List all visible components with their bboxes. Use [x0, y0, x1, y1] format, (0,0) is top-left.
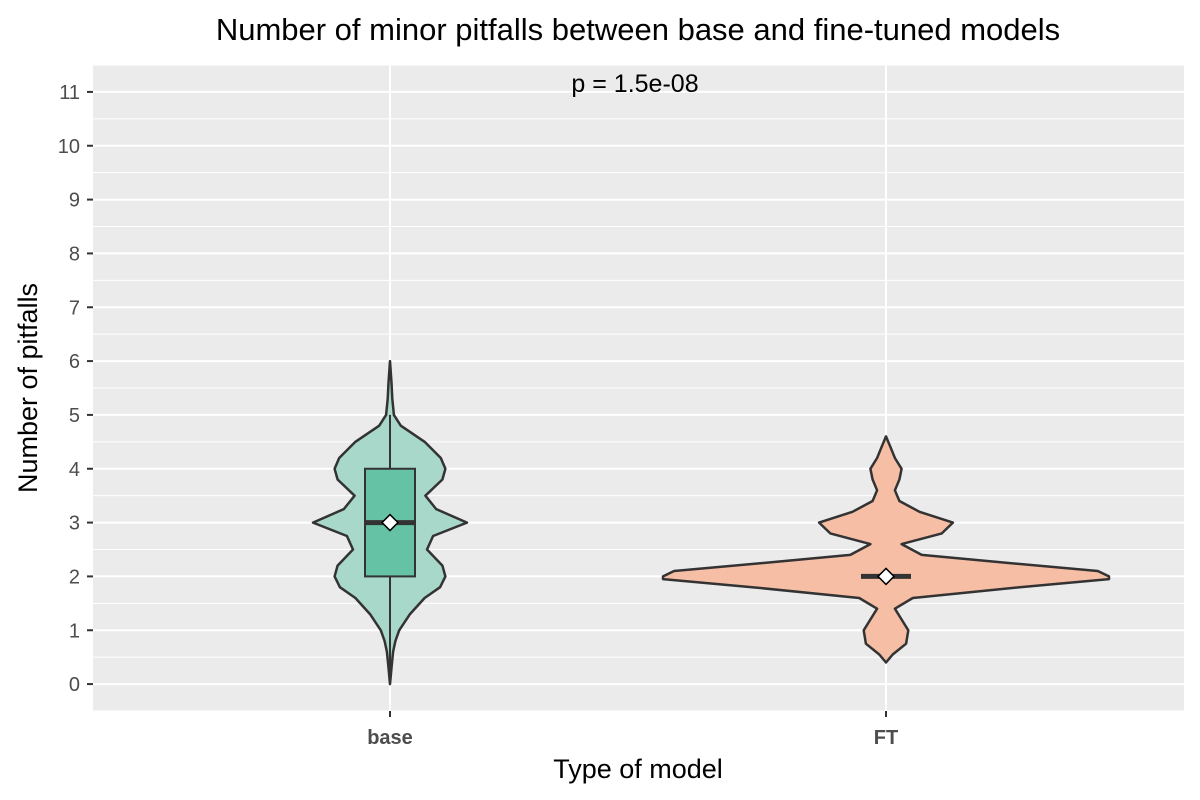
mean-marker-base: [380, 513, 400, 532]
y-tick-label: 4: [69, 459, 80, 481]
y-tick-label: 5: [69, 405, 80, 427]
x-axis: base FT: [367, 711, 898, 749]
y-tick-label: 9: [69, 190, 80, 212]
violin-FT: [661, 435, 1111, 664]
box-layer: [364, 414, 911, 685]
y-tick-label: 8: [69, 243, 80, 265]
y-tick-label: 2: [69, 566, 80, 588]
mean-marker-FT: [876, 567, 896, 586]
y-tick-label: 6: [69, 351, 80, 373]
x-tick-label: FT: [874, 727, 898, 749]
y-tick-label: 3: [69, 513, 80, 535]
p-value-annotation: p = 1.5e-08: [571, 70, 698, 98]
minor-grid: [93, 64, 1184, 712]
chart-title: Number of minor pitfalls between base an…: [216, 12, 1060, 47]
y-axis-title: Number of pitfalls: [13, 283, 43, 493]
x-tick-label: base: [367, 727, 413, 749]
y-tick-label: 11: [59, 82, 80, 104]
y-axis: 0 1 2 3 4 5 6 7 8 9 10 11: [58, 82, 93, 696]
y-tick-label: 1: [69, 620, 80, 642]
y-tick-label: 10: [58, 136, 80, 158]
x-axis-title: Type of model: [553, 754, 723, 784]
y-tick-label: 7: [69, 297, 80, 319]
y-tick-label: 0: [69, 674, 80, 696]
